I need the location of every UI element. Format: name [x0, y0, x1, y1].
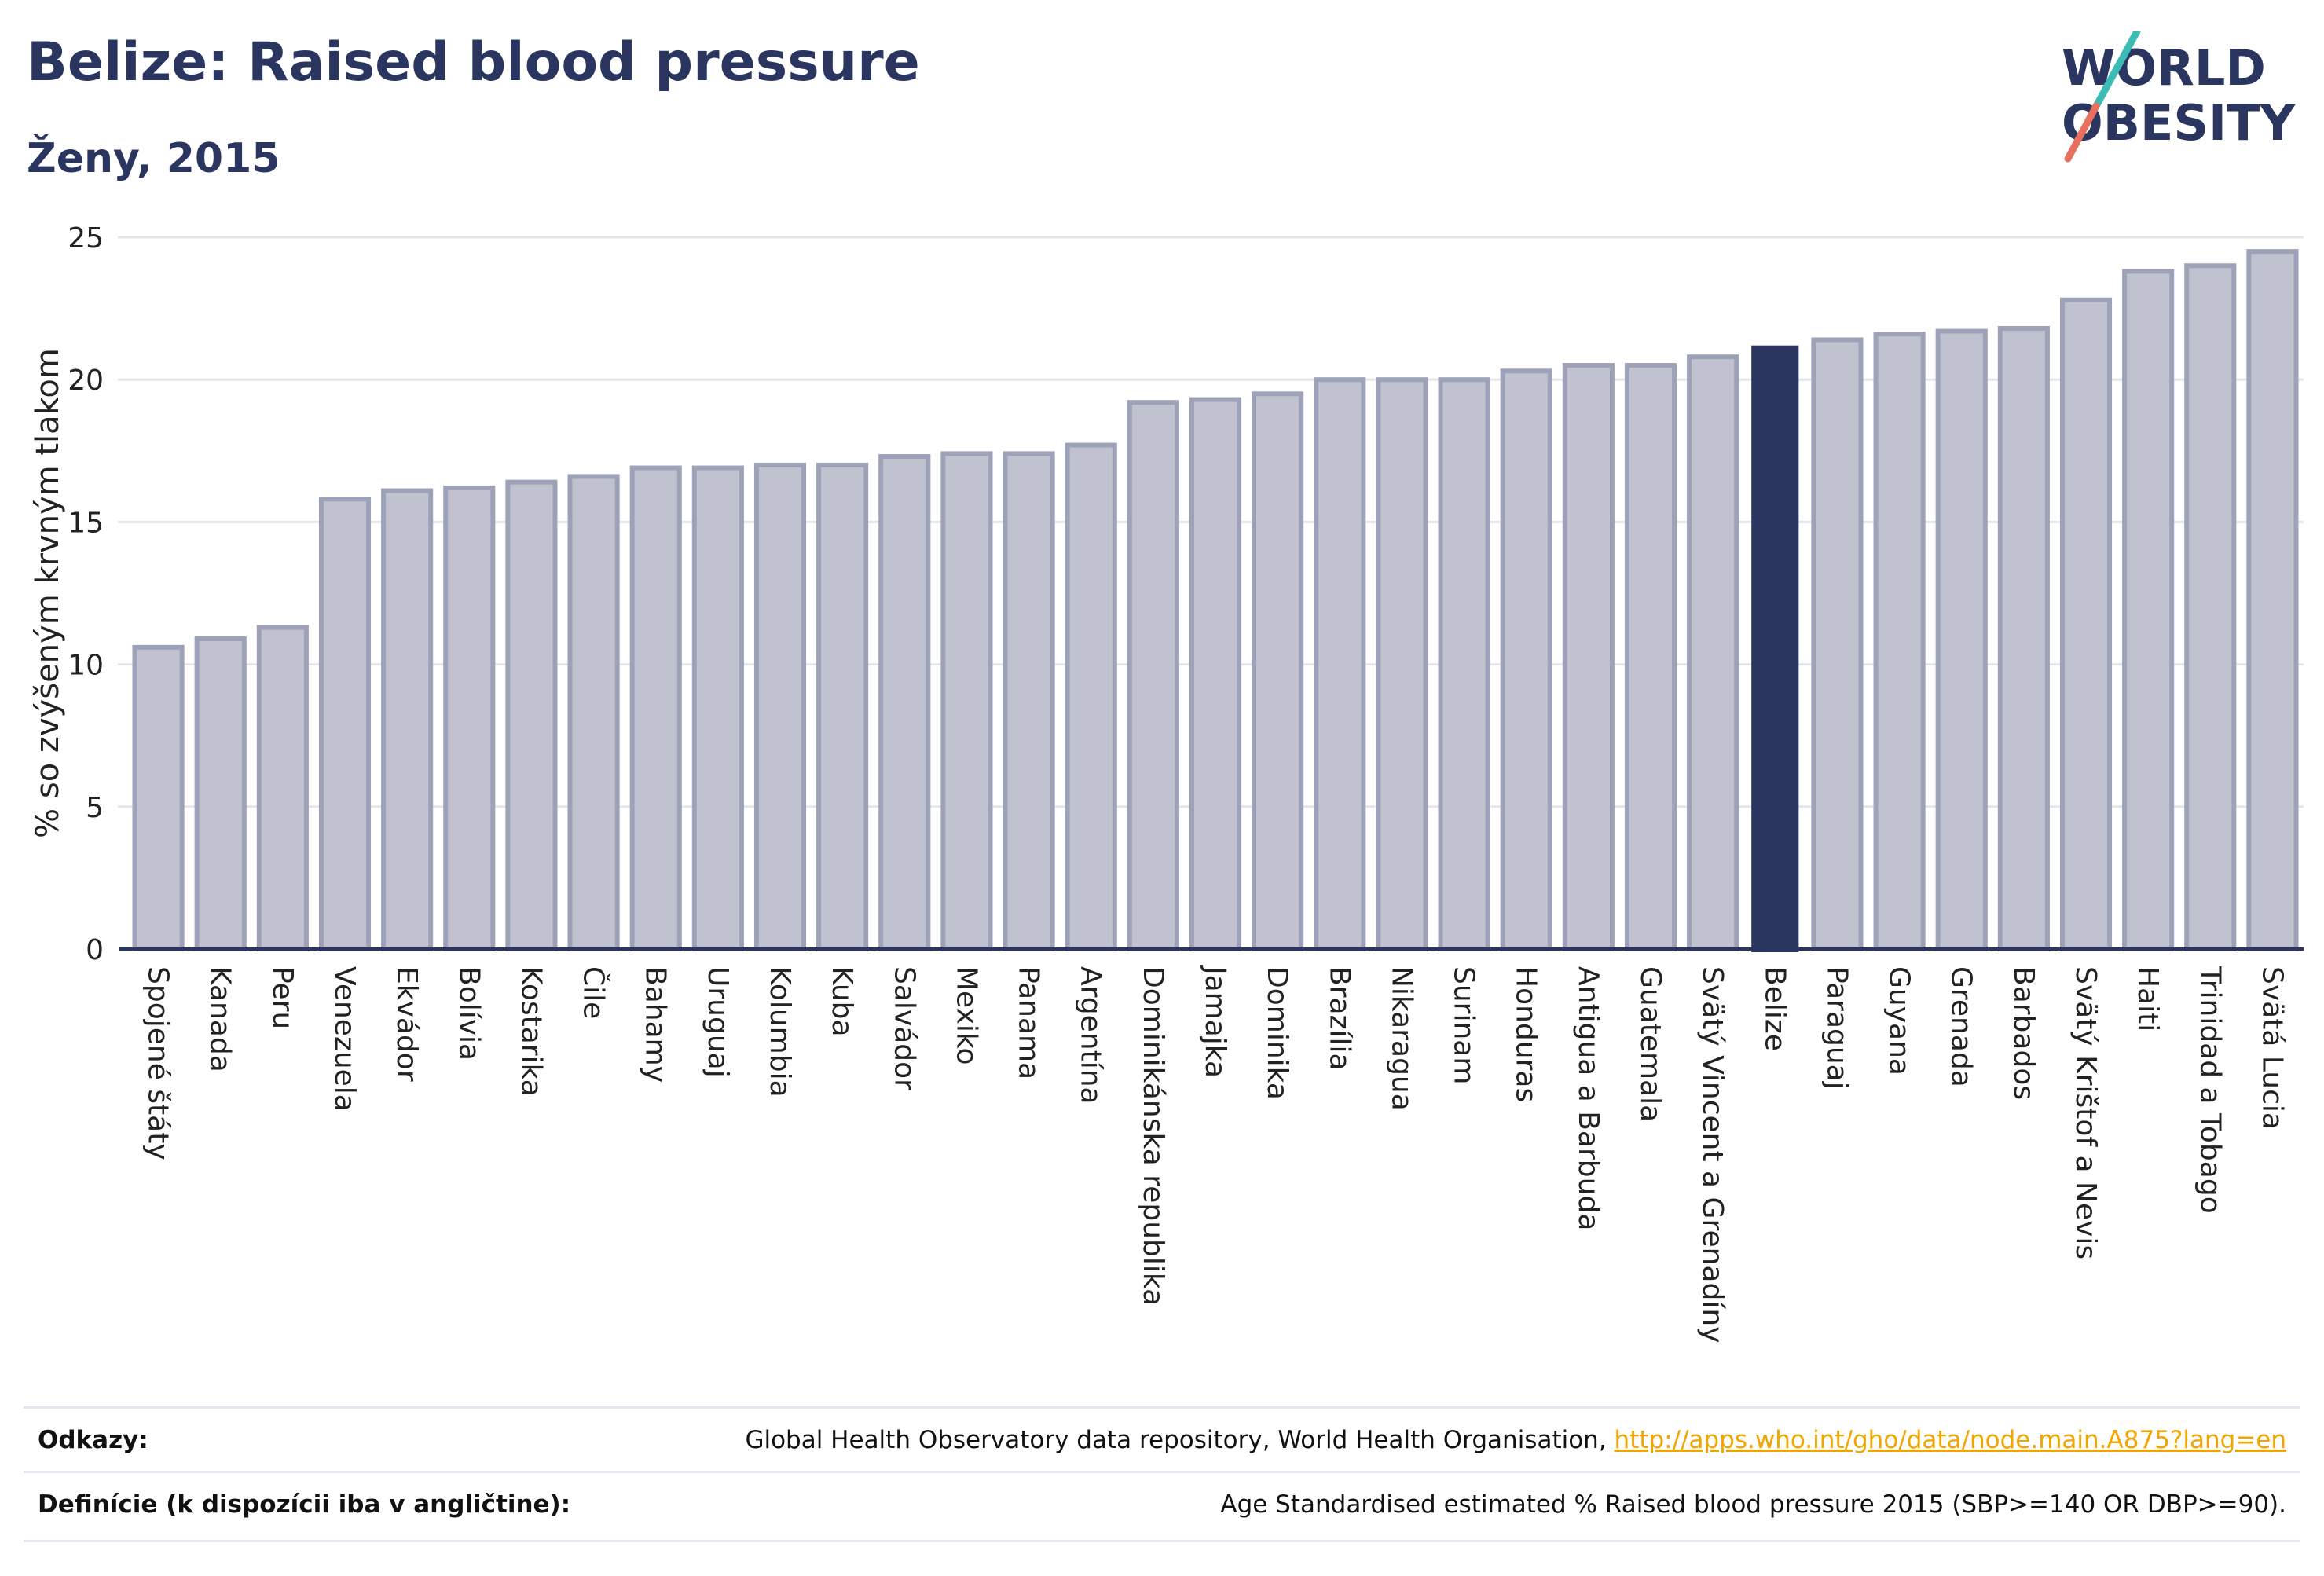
x-tick-label: Trinidad a Tobago — [2194, 966, 2226, 1214]
bar — [691, 465, 744, 951]
bar — [567, 474, 620, 951]
y-tick-label: 0 — [86, 934, 104, 966]
bar — [381, 488, 434, 951]
x-tick-label: Argentína — [1075, 966, 1107, 1105]
y-tick-label: 20 — [68, 365, 104, 397]
x-tick-label: Grenada — [1945, 966, 1978, 1087]
y-tick-label: 10 — [68, 650, 104, 682]
x-tick-label: Čile — [577, 966, 610, 1019]
bar — [2246, 249, 2299, 951]
bar — [753, 462, 807, 951]
y-axis-title: % so zvýšeným krvným tlakom — [30, 348, 66, 838]
x-tick-label: Kanada — [204, 966, 236, 1072]
x-tick-label: Uruguaj — [702, 966, 734, 1078]
x-tick-label: Bahamy — [640, 966, 672, 1083]
x-tick-label: Guyana — [1883, 966, 1915, 1076]
x-tick-label: Paraguaj — [1820, 966, 1853, 1090]
bar — [1811, 337, 1864, 951]
bar — [816, 462, 869, 951]
bar — [1935, 328, 1988, 952]
bar-highlight — [1751, 345, 1799, 952]
x-tick-label: Venezuela — [328, 966, 361, 1112]
x-tick-label: Brazília — [1323, 966, 1355, 1071]
bar — [629, 465, 682, 951]
bar — [1873, 332, 1926, 951]
bar — [878, 454, 931, 951]
chart-subtitle: Ženy, 2015 — [27, 135, 280, 182]
x-tick-label: Svätý Vincent a Grenadíny — [1696, 966, 1728, 1343]
bar — [1252, 391, 1304, 951]
x-tick-label: Honduras — [1510, 966, 1542, 1102]
bar — [1065, 442, 1117, 951]
bar — [1997, 325, 2050, 951]
bar — [505, 479, 558, 951]
bar — [1562, 363, 1615, 951]
x-tick-label: Kuba — [826, 966, 858, 1037]
bar — [1376, 377, 1428, 951]
logo-text-world: WORLD — [2062, 39, 2266, 97]
bar — [256, 625, 309, 951]
logo-slash-icon — [2064, 31, 2141, 163]
bar — [1500, 368, 1552, 951]
x-tick-label: Ekvádor — [390, 966, 423, 1082]
bar — [1314, 377, 1366, 951]
footer-divider — [24, 1540, 2300, 1542]
references-row: Odkazy: Global Health Observatory data r… — [24, 1406, 2300, 1472]
bar — [1189, 397, 1242, 951]
bar — [2184, 263, 2237, 951]
bar — [443, 485, 496, 951]
x-tick-label: Salvádor — [888, 966, 920, 1090]
world-obesity-logo: WORLD OBESITY — [2051, 31, 2310, 173]
x-tick-label: Barbados — [2007, 966, 2040, 1100]
bar — [1003, 451, 1055, 951]
references-label: Odkazy: — [38, 1426, 148, 1454]
y-tick-label: 5 — [86, 792, 104, 824]
x-tick-label: Peru — [266, 966, 299, 1029]
x-tick-label: Spojené štáty — [142, 966, 174, 1160]
bar-chart: 0 5 10 15 20 25 Spojené štáty Kanada Peru Venezue… — [30, 222, 2304, 1343]
x-tick-label: Svätý Krištof a Nevis — [2069, 966, 2102, 1259]
definitions-row: Definície (k dispozícii iba v angličtine… — [24, 1471, 2300, 1536]
references-link[interactable]: http://apps.who.int/gho/data/node.main.A… — [1614, 1426, 2286, 1454]
x-tick-label: Kostarika — [515, 966, 547, 1097]
bar — [2122, 269, 2175, 952]
x-tick-label: Antigua a Barbuda — [1572, 966, 1604, 1230]
bar — [1127, 400, 1179, 951]
bar — [2059, 297, 2113, 951]
chart-title: Belize: Raised blood pressure — [27, 31, 920, 93]
bar — [1438, 377, 1490, 951]
x-tick-label: Svätá Lucia — [2256, 966, 2288, 1130]
y-tick-label: 15 — [68, 507, 104, 539]
x-tick-label: Surinam — [1448, 966, 1480, 1084]
x-tick-label: Kolumbia — [764, 966, 796, 1098]
x-tick-label: Mexiko — [950, 966, 982, 1065]
y-tick-label: 25 — [68, 222, 104, 255]
x-tick-label: Jamajka — [1199, 965, 1231, 1078]
bar — [318, 497, 372, 951]
references-text: Global Health Observatory data repositor… — [745, 1426, 1615, 1454]
x-tick-label: Bolívia — [453, 966, 485, 1061]
bar — [1624, 363, 1677, 951]
x-tick-label: Dominikánska republika — [1137, 966, 1169, 1306]
x-tick-label: Belize — [1758, 966, 1791, 1051]
bar — [194, 636, 247, 951]
definitions-value: Age Standardised estimated % Raised bloo… — [1220, 1490, 2286, 1519]
x-tick-label: Guatemala — [1634, 966, 1666, 1122]
bar — [940, 451, 993, 951]
definitions-label: Definície (k dispozícii iba v angličtine… — [38, 1490, 571, 1519]
x-tick-label: Panama — [1013, 966, 1045, 1079]
x-tick-label: Dominika — [1261, 966, 1293, 1100]
bar — [1687, 354, 1739, 951]
bar — [132, 644, 185, 952]
references-value: Global Health Observatory data repositor… — [745, 1426, 2286, 1454]
x-tick-label: Nikaragua — [1385, 966, 1417, 1111]
x-tick-label: Haiti — [2132, 966, 2164, 1032]
